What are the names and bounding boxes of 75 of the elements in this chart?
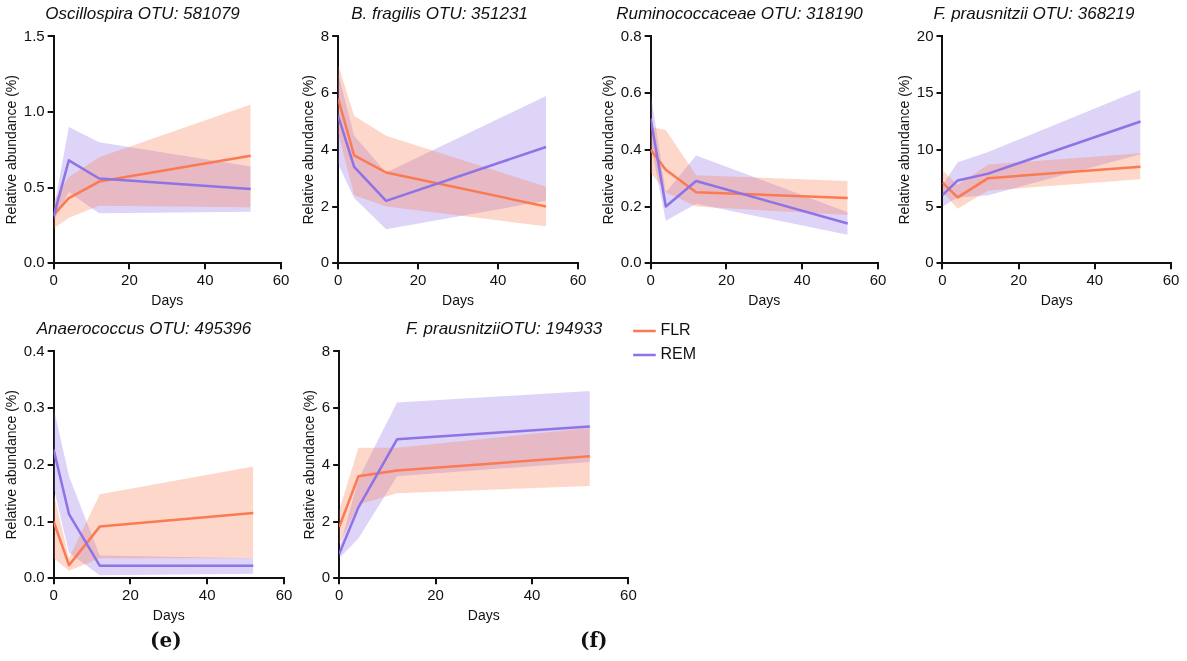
chart-title: F. prausnitziiOTU: 194933: [405, 318, 603, 338]
y-tick-label: 5: [925, 196, 934, 214]
chart-title: B. fragilis OTU: 351231: [351, 3, 528, 23]
y-tick-label: 0.0: [23, 253, 45, 271]
x-tick-label: 20: [718, 271, 735, 289]
x-tick-label: 0: [938, 271, 947, 289]
x-tick-label: 20: [409, 271, 427, 289]
x-axis-title: Days: [442, 292, 475, 309]
x-tick-label: 40: [793, 271, 811, 289]
y-tick-label: 15: [916, 83, 934, 101]
y-tick-label: 4: [321, 454, 331, 472]
x-tick-label: 60: [869, 271, 887, 289]
chart-title: Anaerococcus OTU: 495396: [35, 318, 252, 338]
y-tick-label: 0.2: [620, 196, 642, 214]
y-tick-label: 0.8: [620, 26, 642, 44]
y-axis-title: Relative abundance (%): [300, 75, 317, 225]
legend-label: REM: [660, 345, 697, 363]
y-tick-label: 10: [916, 139, 934, 157]
x-tick-label: 60: [1162, 271, 1180, 289]
y-axis-title: Relative abundance (%): [896, 75, 913, 225]
y-tick-label: 0.0: [620, 253, 642, 271]
y-tick-label: 20: [916, 26, 934, 44]
y-tick-label: 0.2: [23, 454, 45, 472]
y-tick-label: 0.1: [23, 511, 45, 529]
y-tick-label: 1.5: [23, 26, 45, 44]
x-tick-label: 60: [569, 271, 587, 289]
x-tick-label: 0: [49, 586, 58, 604]
y-tick-label: 0.4: [620, 139, 642, 157]
x-tick-label: 0: [334, 586, 344, 604]
x-axis-title: Days: [151, 292, 184, 309]
chart-title: Ruminococcaceae OTU: 318190: [616, 3, 864, 23]
x-tick-label: 0: [333, 271, 343, 289]
x-tick-label: 60: [275, 586, 293, 604]
chart-title: Oscillospira OTU: 581079: [45, 3, 241, 23]
y-axis-title: Relative abundance (%): [600, 75, 617, 225]
x-tick-label: 20: [1010, 271, 1027, 289]
y-tick-label: 2: [320, 196, 330, 214]
y-tick-label: 0.5: [23, 177, 45, 195]
x-tick-label: 0: [49, 271, 58, 289]
x-tick-label: 40: [489, 271, 507, 289]
y-tick-label: 6: [320, 83, 330, 101]
text: (f): [580, 628, 608, 652]
text: (e): [150, 628, 182, 652]
x-tick-label: 0: [646, 271, 655, 289]
y-tick-label: 2: [321, 511, 331, 529]
y-tick-label: 0: [320, 253, 330, 271]
y-axis-title: Relative abundance (%): [301, 390, 318, 540]
chart-title: F. prausnitzii OTU: 368219: [933, 3, 1136, 23]
x-tick-label: 60: [272, 271, 290, 289]
x-axis-title: Days: [152, 607, 185, 624]
y-tick-label: 0: [321, 568, 331, 586]
y-tick-label: 8: [321, 341, 331, 359]
x-axis-title: Days: [748, 292, 781, 309]
y-axis-title: Relative abundance (%): [3, 75, 20, 225]
x-tick-label: 60: [620, 586, 637, 604]
x-tick-label: 20: [427, 586, 444, 604]
y-tick-label: 0.6: [620, 83, 642, 101]
y-tick-label: 1.0: [23, 102, 45, 120]
y-tick-label: 0.3: [23, 398, 45, 416]
y-tick-label: 6: [321, 398, 331, 416]
y-tick-label: 4: [320, 139, 330, 157]
x-tick-label: 20: [121, 271, 138, 289]
x-tick-label: 40: [198, 586, 216, 604]
y-axis-title: Relative abundance (%): [3, 390, 20, 540]
y-tick-label: 0.0: [23, 568, 45, 586]
x-tick-label: 40: [196, 271, 214, 289]
x-tick-label: 40: [1086, 271, 1104, 289]
legend-label: FLR: [660, 321, 691, 339]
x-axis-title: Days: [467, 607, 500, 624]
x-axis-title: Days: [1040, 292, 1073, 309]
x-tick-label: 40: [523, 586, 541, 604]
y-tick-label: 0.4: [23, 341, 45, 359]
x-tick-label: 20: [122, 586, 139, 604]
y-tick-label: 8: [320, 26, 330, 44]
y-tick-label: 0: [925, 253, 934, 271]
